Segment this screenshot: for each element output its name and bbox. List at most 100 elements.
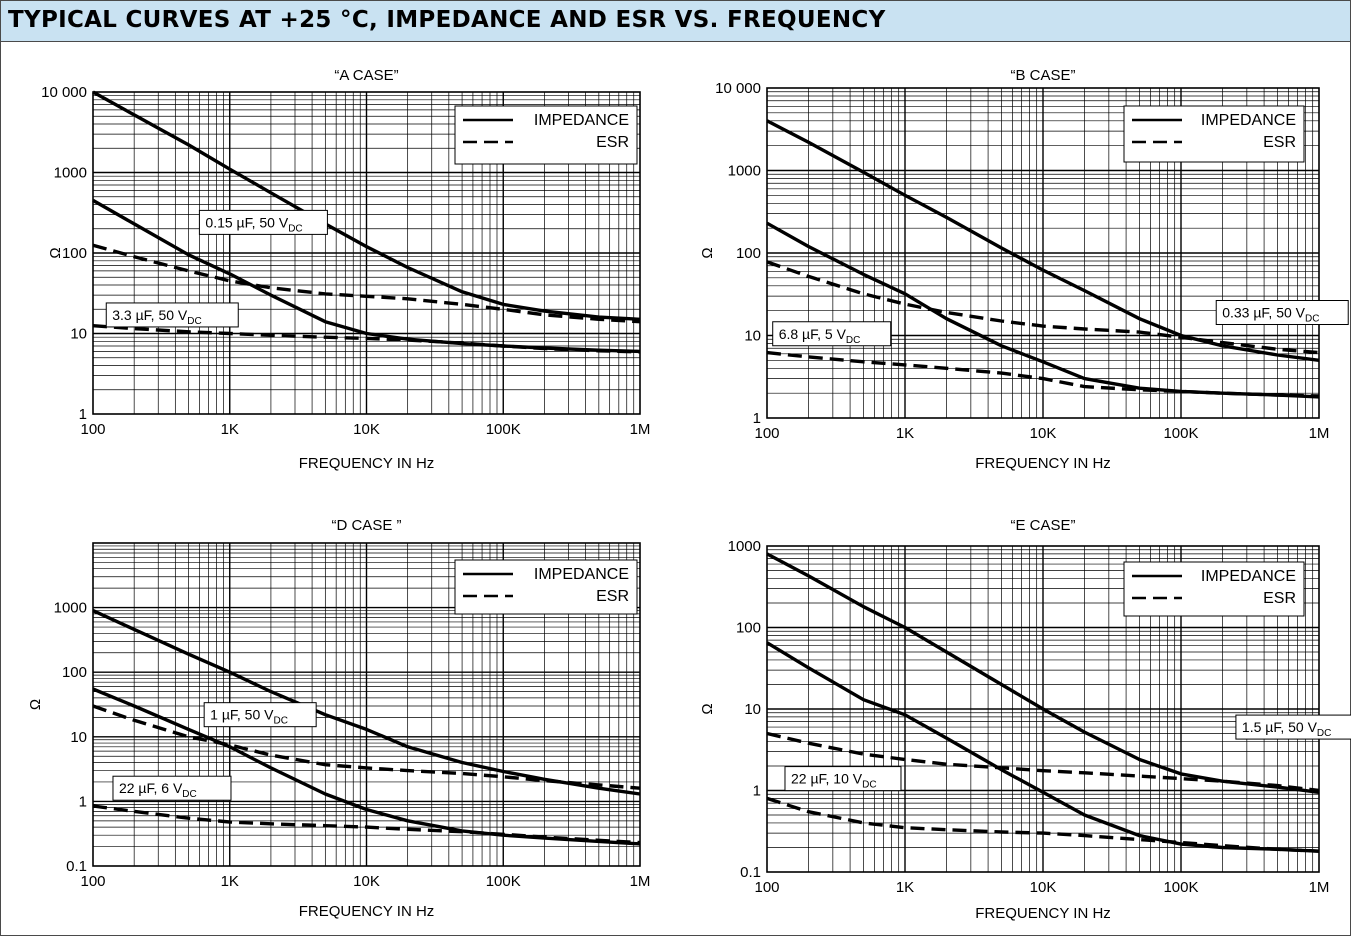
plot-frame — [766, 545, 1320, 873]
chart-4: 1.5 µF, 50 VDC 22 µF, 10 VDC IMPEDANCE ESR 1… — [699, 517, 1351, 922]
chart-title: “A CASE” — [334, 67, 398, 84]
y-tick-label: 0.1 — [740, 864, 761, 881]
chart-title: “B CASE” — [1010, 67, 1075, 84]
esr-curve-2 — [92, 704, 641, 790]
esr-curve-4 — [766, 796, 1320, 853]
curve-label-2: 6.8 µF, 5 VDC — [772, 321, 892, 347]
y-axis-label: Ω — [699, 703, 716, 714]
esr-curve-2 — [92, 243, 641, 324]
x-tick-label: 1M — [630, 421, 651, 438]
y-tick-label: 1000 — [54, 165, 87, 182]
x-tick-label: 1K — [221, 421, 239, 438]
curve-label-text: 0.15 µF, 50 VDC — [205, 214, 302, 234]
x-tick-label: 100K — [486, 873, 521, 890]
y-tick-label: 10 000 — [41, 84, 87, 101]
legend: IMPEDANCE ESR — [1123, 561, 1305, 617]
legend-label: IMPEDANCE — [1201, 568, 1296, 585]
esr-curve-4 — [92, 324, 641, 354]
y-tick-label: 10 — [70, 729, 87, 746]
x-tick-label: 1M — [1309, 425, 1330, 442]
y-tick-label: 1 — [79, 406, 87, 423]
curve-label-2: 22 µF, 6 VDC — [112, 775, 232, 801]
y-tick-label: 10 000 — [715, 80, 761, 97]
impedance-curve-1 — [766, 552, 1320, 794]
legend: IMPEDANCE ESR — [1123, 105, 1305, 163]
y-axis-label: Ω — [47, 247, 64, 258]
chart-2: 0.33 µF, 50 VDC 6.8 µF, 5 VDC IMPEDANCE ESR… — [699, 67, 1349, 472]
curve-label-2: 22 µF, 10 VDC — [784, 766, 902, 792]
curve-label-text: 1 µF, 50 VDC — [210, 707, 288, 727]
impedance-curve-3 — [766, 641, 1320, 853]
x-tick-label: 100 — [754, 425, 779, 442]
y-tick-label: 100 — [62, 245, 87, 262]
x-tick-label: 1M — [1309, 879, 1330, 896]
chart-1: 0.15 µF, 50 VDC 3.3 µF, 50 VDC IMPEDANCE ES… — [41, 67, 650, 472]
esr-curve-2 — [766, 260, 1320, 355]
curve-label-text: 22 µF, 6 VDC — [119, 780, 197, 800]
plot-frame — [766, 87, 1320, 419]
y-axis-label: Ω — [699, 247, 716, 258]
curve-label-text: 22 µF, 10 VDC — [791, 771, 877, 791]
legend-label: ESR — [596, 134, 629, 151]
y-tick-label: 1 — [753, 410, 761, 427]
y-tick-label: 10 — [744, 328, 761, 345]
x-tick-label: 100K — [1163, 879, 1198, 896]
legend-label: IMPEDANCE — [534, 566, 629, 583]
x-tick-label: 1K — [221, 873, 239, 890]
plot-frame — [92, 91, 641, 415]
curve-label-text: 6.8 µF, 5 VDC — [779, 326, 861, 346]
x-tick-label: 1M — [630, 873, 651, 890]
x-tick-label: 10K — [353, 873, 380, 890]
x-tick-label: 100 — [80, 873, 105, 890]
impedance-curve-1 — [92, 90, 641, 321]
x-axis-label: FREQUENCY IN Hz — [299, 455, 435, 472]
chart-3: 1 µF, 50 VDC 22 µF, 6 VDC IMPEDANCE ESR 100 1… — [27, 517, 650, 920]
impedance-curve-3 — [766, 221, 1320, 399]
y-tick-label: 1000 — [728, 163, 761, 180]
x-tick-label: 10K — [1030, 879, 1057, 896]
y-tick-label: 1000 — [54, 600, 87, 617]
x-tick-label: 10K — [353, 421, 380, 438]
curve-label-1: 0.15 µF, 50 VDC — [198, 209, 328, 235]
x-axis-label: FREQUENCY IN Hz — [975, 455, 1111, 472]
legend: IMPEDANCE ESR — [454, 559, 638, 615]
x-tick-label: 100K — [1163, 425, 1198, 442]
x-tick-label: 10K — [1030, 425, 1057, 442]
page-header: TYPICAL CURVES AT +25 °C, IMPEDANCE AND … — [1, 1, 1350, 42]
y-tick-label: 100 — [62, 664, 87, 681]
legend-label: ESR — [1263, 590, 1296, 607]
legend-label: IMPEDANCE — [534, 112, 629, 129]
curve-label-1: 1 µF, 50 VDC — [203, 702, 317, 728]
legend-label: ESR — [596, 588, 629, 605]
curve-label-text: 3.3 µF, 50 VDC — [112, 307, 201, 327]
legend: IMPEDANCE ESR — [454, 105, 638, 165]
impedance-curve-1 — [766, 119, 1320, 362]
x-axis-label: FREQUENCY IN Hz — [975, 905, 1111, 922]
x-tick-label: 100 — [80, 421, 105, 438]
page-title: TYPICAL CURVES AT +25 °C, IMPEDANCE AND … — [8, 7, 886, 33]
esr-curve-4 — [766, 350, 1320, 398]
plot-frame — [92, 542, 641, 867]
y-tick-label: 100 — [736, 245, 761, 262]
y-tick-label: 1 — [753, 783, 761, 800]
legend-label: ESR — [1263, 134, 1296, 151]
chart-title: “D CASE ” — [331, 517, 401, 534]
x-tick-label: 100 — [754, 879, 779, 896]
y-tick-label: 100 — [736, 620, 761, 637]
y-tick-label: 0.1 — [66, 858, 87, 875]
esr-curve-2 — [766, 731, 1320, 793]
legend-label: IMPEDANCE — [1201, 112, 1296, 129]
curve-label-2: 3.3 µF, 50 VDC — [105, 302, 239, 328]
curve-label-1: 1.5 µF, 50 VDC — [1235, 714, 1351, 740]
curve-label-text: 1.5 µF, 50 VDC — [1242, 719, 1331, 739]
esr-curve-4 — [92, 804, 641, 845]
x-tick-label: 100K — [486, 421, 521, 438]
x-tick-label: 1K — [896, 879, 914, 896]
x-axis-label: FREQUENCY IN Hz — [299, 903, 435, 920]
x-tick-label: 1K — [896, 425, 914, 442]
curve-label-text: 0.33 µF, 50 VDC — [1222, 305, 1319, 325]
y-tick-label: 10 — [744, 701, 761, 718]
curve-label-1: 0.33 µF, 50 VDC — [1215, 300, 1349, 326]
y-tick-label: 1000 — [728, 538, 761, 555]
